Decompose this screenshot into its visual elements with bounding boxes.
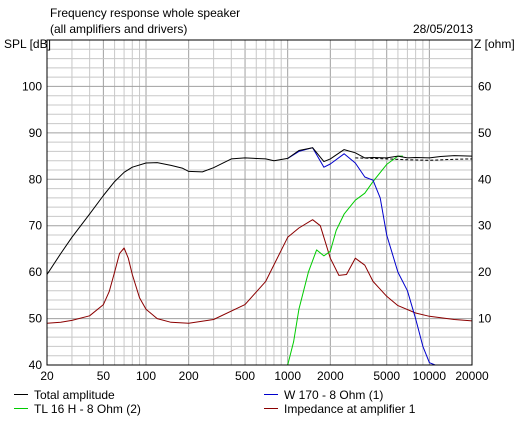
x-tick-label: 20000 [455, 369, 489, 383]
series-line-total-amplitude [46, 147, 473, 275]
y-tick-label-right: 10 [478, 312, 492, 326]
legend-item-w170: W 170 - 8 Ohm (1) [264, 388, 383, 402]
series-line-reference-dashed [355, 157, 473, 161]
y-tick-label-left: 90 [29, 126, 43, 140]
y-tick-label-right: 60 [478, 79, 492, 93]
plot-frame [46, 39, 473, 366]
grid [46, 40, 473, 365]
y-tick-label-left: 70 [29, 219, 43, 233]
x-tick-label: 5000 [373, 369, 400, 383]
y-tick-label-left: 80 [29, 172, 43, 186]
legend-label: Total amplitude [34, 388, 115, 402]
chart-title: Frequency response whole speaker [50, 6, 241, 20]
x-tick-label: 20 [40, 369, 54, 383]
legend-swatch-tl16h [14, 408, 28, 410]
y-tick-label-right: 30 [478, 219, 492, 233]
chart-date: 28/05/2013 [412, 22, 473, 36]
legend-swatch-impedance [264, 408, 278, 410]
series-line-w170 [287, 147, 441, 366]
y-axis-label-right: Z [ohm] [474, 37, 515, 51]
legend-item-impedance: Impedance at amplifier 1 [264, 402, 415, 416]
y-tick-label-left: 60 [29, 265, 43, 279]
y-tick-label-left: 100 [22, 79, 42, 93]
legend-label: TL 16 H - 8 Ohm (2) [34, 402, 141, 416]
x-tick-label: 500 [235, 369, 255, 383]
legend-item-total-amplitude: Total amplitude [14, 388, 115, 402]
legend-swatch-total-amplitude [14, 394, 28, 396]
legend-label: Impedance at amplifier 1 [284, 402, 416, 416]
chart-subtitle: (all amplifiers and drivers) [50, 22, 188, 36]
x-tick-label: 100 [136, 369, 156, 383]
x-tick-label: 50 [97, 369, 111, 383]
y-tick-label-right: 40 [478, 172, 492, 186]
x-tick-label: 2000 [317, 369, 344, 383]
y-tick-label-right: 50 [478, 126, 492, 140]
y-tick-label-left: 40 [29, 358, 43, 372]
legend-item-tl16h: TL 16 H - 8 Ohm (2) [14, 402, 141, 416]
y-tick-label-left: 50 [29, 312, 43, 326]
series-line-impedance [46, 219, 473, 324]
tick-labels: 20 50 100 200 500 1000 2000 5000 10000 20000 40 50 6… [22, 79, 492, 383]
legend-swatch-w170 [264, 394, 278, 396]
x-tick-label: 200 [179, 369, 199, 383]
x-tick-label: 1000 [274, 369, 301, 383]
y-tick-label-right: 20 [478, 265, 492, 279]
series-line-tl16h [47, 155, 403, 366]
series-layer [46, 147, 473, 366]
x-tick-label: 10000 [413, 369, 447, 383]
y-axis-label-left: SPL [dB] [4, 37, 51, 51]
legend-label: W 170 - 8 Ohm (1) [284, 388, 384, 402]
